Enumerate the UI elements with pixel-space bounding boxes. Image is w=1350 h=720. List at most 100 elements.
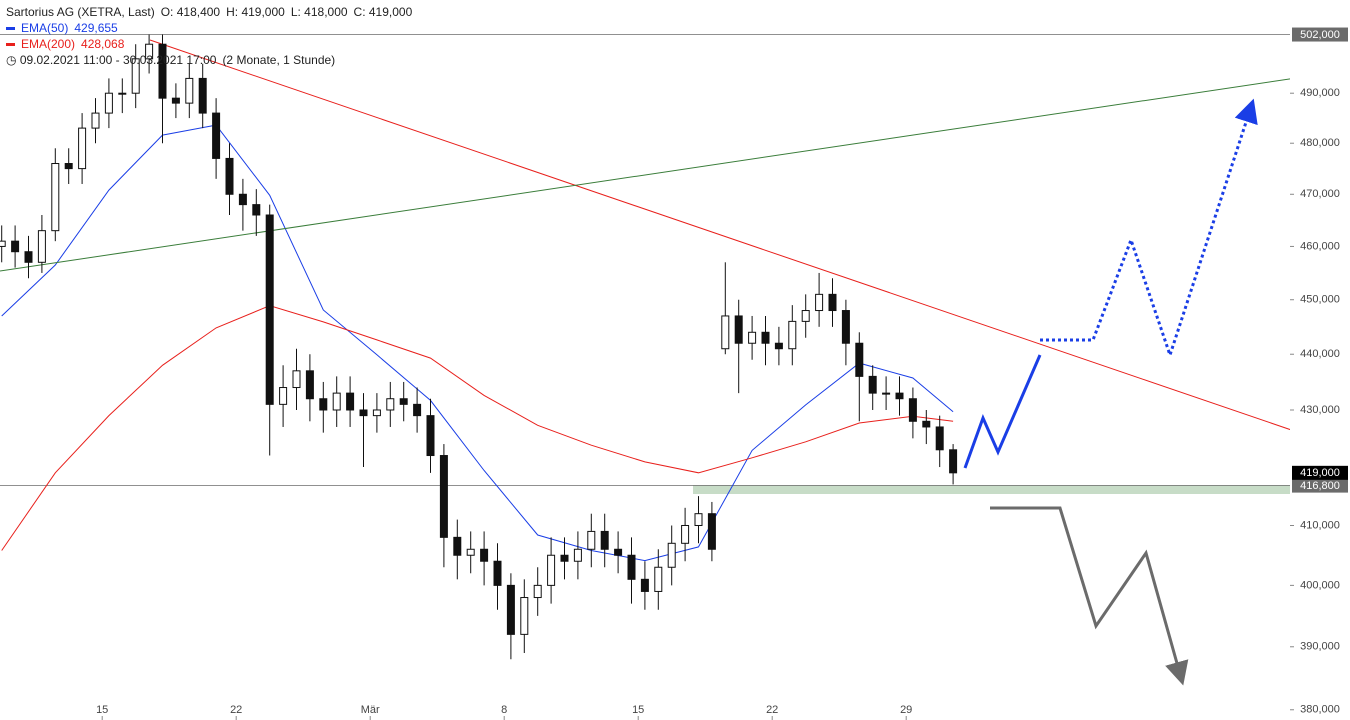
y-tick-label: 380,000 xyxy=(1300,704,1340,716)
candle-body xyxy=(935,426,944,451)
x-tick-label: 22 xyxy=(230,704,242,716)
candle-body xyxy=(185,77,194,104)
candle-body xyxy=(908,398,917,422)
candle-body xyxy=(707,513,716,550)
legend: EMA(50) 429,655 EMA(200) 428,068 xyxy=(6,20,418,52)
x-tick-label: 8 xyxy=(501,704,507,716)
candle-body xyxy=(279,387,288,405)
header: Sartorius AG (XETRA, Last) O: 418,400 H: 4… xyxy=(6,4,418,68)
support-zone xyxy=(693,485,1290,494)
legend-entry: EMA(200) 428,068 xyxy=(6,36,418,52)
price-badge xyxy=(1292,465,1348,480)
candle-body xyxy=(547,554,556,586)
candle-body xyxy=(198,77,207,114)
candle-body xyxy=(64,163,73,170)
candle-body xyxy=(413,403,422,417)
candle-body xyxy=(252,204,261,216)
candle-body xyxy=(627,554,636,580)
y-tick-label: 470,000 xyxy=(1300,188,1340,200)
period: 09.02.2021 11:00 - 30.03.2021 17:00 xyxy=(19,53,217,67)
projection-bull xyxy=(1040,98,1258,360)
candle-body xyxy=(145,43,154,60)
span: (2 Monate, 1 Stunde) xyxy=(222,53,336,67)
candle-body xyxy=(533,584,542,599)
projection-solid xyxy=(963,354,1042,469)
projection-bear xyxy=(990,506,1189,686)
candle-body xyxy=(895,392,904,400)
candle-body xyxy=(868,375,877,394)
candle-body xyxy=(681,524,690,544)
y-tick-label: 460,000 xyxy=(1300,240,1340,252)
candle-body xyxy=(506,584,515,635)
candle-body xyxy=(37,230,46,263)
candle-body xyxy=(131,58,140,94)
candle-body xyxy=(359,409,368,417)
x-tick-label: 15 xyxy=(96,704,108,716)
candle-body xyxy=(573,548,582,562)
y-tick-label: 410,000 xyxy=(1300,519,1340,531)
candle-body xyxy=(439,455,448,538)
candle-body xyxy=(774,342,783,350)
candle-body xyxy=(801,310,810,322)
ohlc: L: 418,000 xyxy=(290,5,348,19)
candle-body xyxy=(238,193,247,206)
candle-body xyxy=(841,310,850,344)
candle-body xyxy=(614,548,623,556)
candle-body xyxy=(118,92,127,95)
candle-body xyxy=(453,536,462,556)
candle-body xyxy=(855,342,864,377)
ema-line xyxy=(1,124,954,562)
candle-body xyxy=(480,548,489,562)
candle-body xyxy=(78,127,87,170)
price-badge-label: 416,800 xyxy=(1300,480,1340,492)
y-tick-label: 400,000 xyxy=(1300,579,1340,591)
price-badge-label: 502,000 xyxy=(1300,29,1340,41)
candle-body xyxy=(828,293,837,312)
candle-body xyxy=(466,548,475,556)
candle-body xyxy=(346,392,355,411)
candle-body xyxy=(748,331,757,344)
candle-body xyxy=(91,112,100,129)
candle-body xyxy=(225,157,234,195)
ohlc: O: 418,400 xyxy=(160,5,221,19)
candle-body xyxy=(560,554,569,562)
y-tick-label: 440,000 xyxy=(1300,348,1340,360)
candle-body xyxy=(24,251,33,263)
candle-body xyxy=(171,97,180,104)
title: Sartorius AG (XETRA, Last) xyxy=(6,5,155,19)
candle-body xyxy=(372,409,381,417)
candle-body xyxy=(721,315,730,350)
legend-swatch xyxy=(6,27,15,31)
x-tick-label: 22 xyxy=(766,704,778,716)
price-badge-label: 419,000 xyxy=(1300,467,1340,479)
candle-body xyxy=(386,398,395,411)
y-tick-label: 450,000 xyxy=(1300,294,1340,306)
axis-panel xyxy=(1290,0,1350,720)
ohlc: H: 419,000 xyxy=(226,5,285,19)
price-badge xyxy=(1292,27,1348,42)
legend-entry: EMA(50) 429,655 xyxy=(6,20,418,36)
candle-body xyxy=(212,112,221,159)
header-row: Sartorius AG (XETRA, Last) O: 418,400 H: 4… xyxy=(6,4,418,20)
candle-body xyxy=(158,43,167,99)
y-tick-label: 390,000 xyxy=(1300,641,1340,653)
y-tick-label: 490,000 xyxy=(1300,87,1340,99)
ohlc: C: 419,000 xyxy=(353,5,413,19)
candle-body xyxy=(788,320,797,350)
legend-name: EMA(200) xyxy=(21,37,76,51)
candle-body xyxy=(922,420,931,428)
candle-body xyxy=(11,240,20,253)
candle-body xyxy=(0,240,6,247)
x-tick-label: 29 xyxy=(900,704,912,716)
candle-body xyxy=(587,530,596,550)
trend-line-down xyxy=(149,39,1350,451)
x-tick-label: 15 xyxy=(632,704,644,716)
ema-line xyxy=(1,305,954,551)
candle-body xyxy=(319,398,328,411)
candle-body xyxy=(694,513,703,526)
candle-body xyxy=(949,449,958,474)
candle-body xyxy=(640,578,649,592)
candle-body xyxy=(493,560,502,586)
candle-body xyxy=(734,315,743,344)
